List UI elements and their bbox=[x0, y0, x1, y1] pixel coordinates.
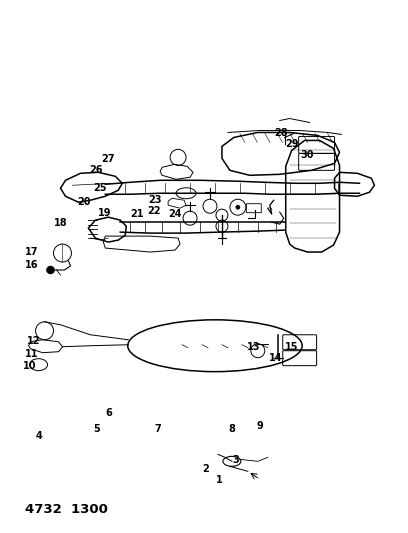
Text: 5: 5 bbox=[93, 424, 100, 434]
Text: 24: 24 bbox=[168, 209, 182, 220]
Text: 4732  1300: 4732 1300 bbox=[25, 503, 108, 516]
Text: 22: 22 bbox=[147, 206, 161, 216]
Text: 4: 4 bbox=[35, 432, 42, 441]
Text: 20: 20 bbox=[77, 197, 91, 207]
Text: 6: 6 bbox=[106, 408, 112, 417]
Text: 28: 28 bbox=[274, 127, 288, 138]
Text: 19: 19 bbox=[98, 208, 111, 219]
Text: 9: 9 bbox=[257, 421, 264, 431]
Circle shape bbox=[236, 205, 240, 209]
Text: 26: 26 bbox=[89, 165, 103, 175]
Text: 3: 3 bbox=[233, 455, 239, 465]
Text: 11: 11 bbox=[25, 349, 39, 359]
Text: 18: 18 bbox=[54, 218, 68, 228]
Circle shape bbox=[47, 266, 55, 274]
Text: 7: 7 bbox=[154, 424, 161, 434]
Text: 14: 14 bbox=[269, 353, 283, 363]
Text: 29: 29 bbox=[285, 139, 299, 149]
Text: 2: 2 bbox=[202, 464, 209, 474]
Text: 16: 16 bbox=[25, 261, 39, 270]
Text: 10: 10 bbox=[23, 361, 37, 372]
Text: 21: 21 bbox=[130, 209, 144, 220]
Text: 12: 12 bbox=[27, 336, 41, 346]
Text: 17: 17 bbox=[25, 247, 39, 257]
Text: 15: 15 bbox=[285, 342, 299, 352]
Text: 23: 23 bbox=[148, 195, 162, 205]
Text: 1: 1 bbox=[216, 475, 223, 485]
Text: 13: 13 bbox=[247, 342, 260, 352]
Text: 30: 30 bbox=[301, 150, 314, 160]
Text: 8: 8 bbox=[228, 424, 235, 434]
Text: 27: 27 bbox=[102, 154, 115, 164]
Text: 25: 25 bbox=[93, 183, 107, 193]
